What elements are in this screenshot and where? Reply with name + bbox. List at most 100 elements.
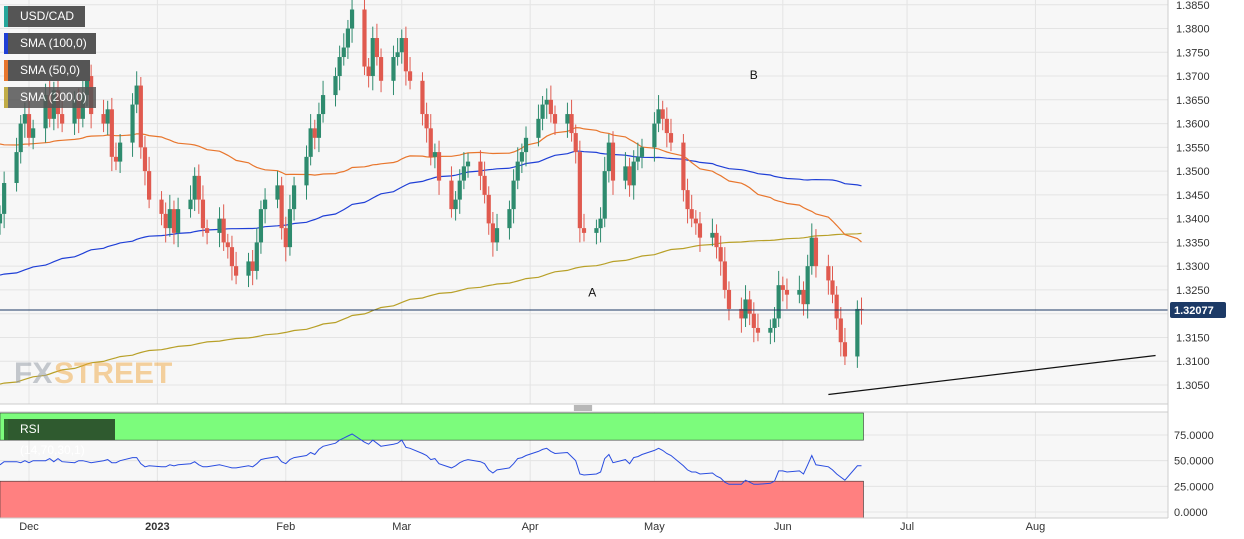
candle-body <box>407 71 413 81</box>
candle-body <box>465 161 471 167</box>
candle-body <box>838 318 843 343</box>
candle-body <box>797 289 802 295</box>
candle-body <box>84 76 90 96</box>
candle-body <box>635 156 640 162</box>
candle-body <box>395 52 400 58</box>
candle-body <box>167 209 172 229</box>
watermark-street: STREET <box>54 357 172 390</box>
candle-body <box>784 289 790 295</box>
candle-body <box>805 266 810 305</box>
candle-body <box>743 299 748 319</box>
y-tick-label: 1.3100 <box>1176 356 1210 368</box>
x-tick-label: Jul <box>900 521 914 533</box>
rsi-series <box>0 433 862 485</box>
candle-body <box>18 123 23 153</box>
legend-sma50[interactable]: SMA (50,0) <box>4 60 90 81</box>
candle-body <box>751 313 756 328</box>
watermark-fx: FX <box>14 357 52 390</box>
x-tick-label: Feb <box>276 521 295 533</box>
candle-body <box>432 152 437 157</box>
candle-body <box>739 308 744 319</box>
y-tick-label: 1.3700 <box>1176 71 1210 83</box>
candle-body <box>581 228 587 233</box>
candle-body <box>726 289 732 309</box>
candle-body <box>188 199 193 210</box>
legend-rsi[interactable]: RSI (14,70,30,1) <box>4 419 115 457</box>
candle-body <box>283 228 288 248</box>
candle-body <box>134 85 139 105</box>
support-trendline <box>828 354 1156 396</box>
y-tick-label: 1.3350 <box>1176 237 1210 249</box>
candle-body <box>159 199 164 214</box>
candle-body <box>449 180 454 210</box>
candle-body <box>436 152 442 181</box>
y-tick-label: 1.3800 <box>1176 24 1210 36</box>
candle-body <box>548 99 553 115</box>
candle-body <box>519 152 524 162</box>
candle-body <box>809 237 814 267</box>
y-tick-label: 1.3400 <box>1176 214 1210 226</box>
candle-body <box>664 118 669 134</box>
candle-body <box>229 247 235 267</box>
candle-body <box>217 218 222 233</box>
candle-body <box>780 285 785 290</box>
x-tick-label: Dec <box>19 521 39 533</box>
candle-body <box>262 199 268 210</box>
candle-body <box>693 218 698 224</box>
candle-body <box>656 109 661 124</box>
candle-body <box>225 242 230 248</box>
candle-body <box>370 38 375 77</box>
x-tick-label: Aug <box>1026 521 1046 533</box>
y-tick-label: 1.3600 <box>1176 119 1210 131</box>
candle-body <box>254 242 259 271</box>
legend-sma100[interactable]: SMA (100,0) <box>4 33 96 54</box>
x-tick-label: Apr <box>522 521 539 533</box>
candle-body <box>250 261 255 271</box>
candle-body <box>598 218 603 229</box>
legend-symbol[interactable]: USD/CAD <box>4 6 85 27</box>
candle-body <box>461 166 466 181</box>
candle-body <box>349 9 355 29</box>
rsi-line <box>0 433 862 485</box>
candle-body <box>689 209 694 219</box>
candle-body <box>333 76 338 96</box>
candle-body <box>287 209 293 248</box>
sma100-line <box>0 150 862 276</box>
candle-body <box>842 342 848 357</box>
axes: 1.3850 1.3800 1.3750 1.3700 1.3650 1.3600 1.35… <box>0 0 1226 533</box>
candle-body <box>660 109 665 119</box>
candle-body <box>490 223 495 243</box>
candle-body <box>652 123 657 148</box>
legend-sma200[interactable]: SMA (200,0) <box>4 87 96 108</box>
candle-body <box>109 109 114 157</box>
candle-body <box>594 228 599 233</box>
candle-body <box>171 209 177 233</box>
candle-body <box>722 261 727 290</box>
candle-body <box>772 318 777 328</box>
candle-body <box>453 199 458 210</box>
candle-body <box>22 114 27 124</box>
candle-body <box>486 194 491 224</box>
candle-body <box>316 114 322 138</box>
rsi-tick-label: 25.0000 <box>1174 481 1214 493</box>
candle-body <box>366 66 371 77</box>
candle-body <box>374 38 380 58</box>
candle-body <box>147 171 152 200</box>
candle-body <box>602 171 607 219</box>
candle-body <box>175 209 181 233</box>
candle-body <box>130 104 135 143</box>
candle-body <box>639 147 645 157</box>
candle-body <box>258 209 264 243</box>
x-tick-label: Mar <box>392 521 411 533</box>
pane-resize-handle[interactable] <box>573 405 593 411</box>
candle-body <box>606 142 611 172</box>
candle-body <box>275 185 280 200</box>
rsi-tick-label: 50.0000 <box>1174 456 1214 468</box>
y-tick-label: 1.3050 <box>1176 380 1210 392</box>
candle-body <box>291 185 297 210</box>
rsi-tick-label: 75.0000 <box>1174 430 1214 442</box>
x-tick-label: Jun <box>774 521 792 533</box>
candle-body <box>515 161 520 181</box>
candle-body <box>507 209 512 229</box>
candle-body <box>341 47 346 58</box>
